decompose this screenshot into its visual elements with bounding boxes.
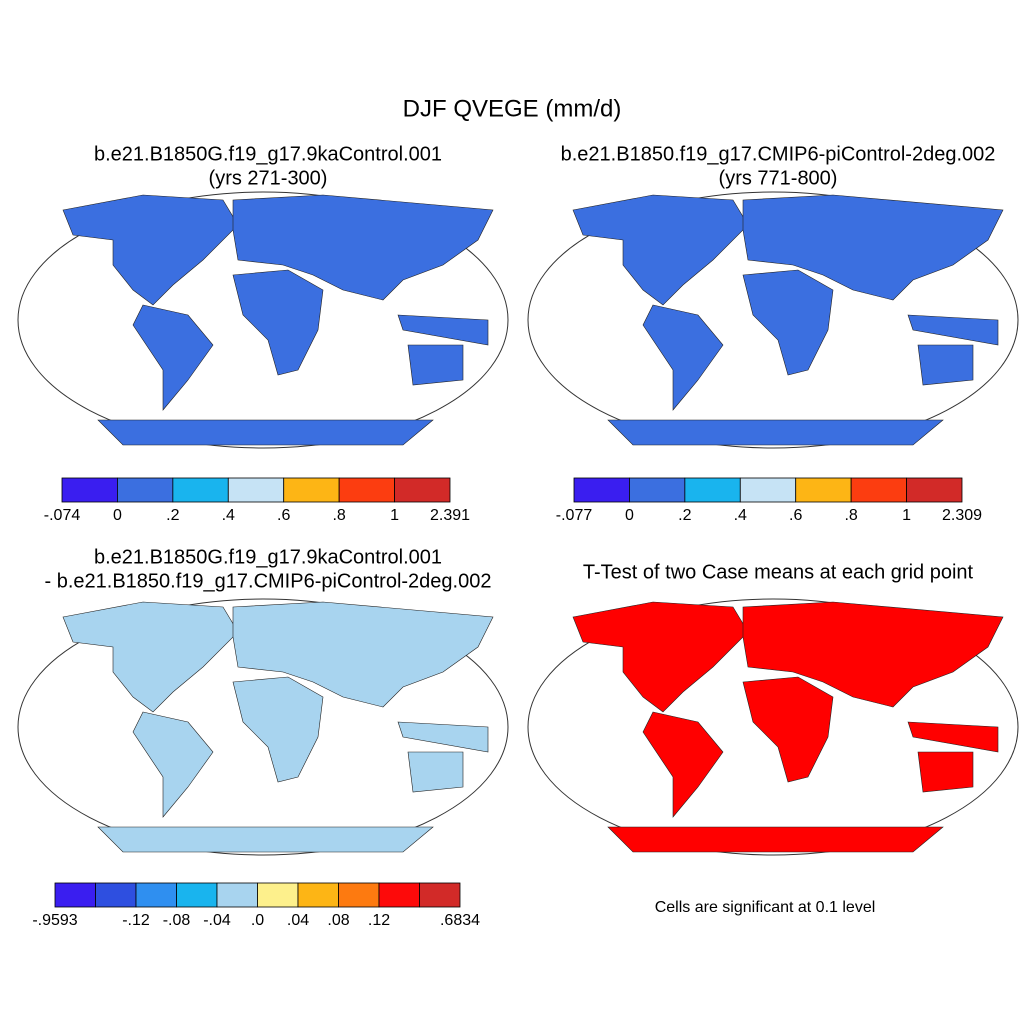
colorbar-swatch xyxy=(394,477,451,503)
colorbar-swatch xyxy=(257,882,299,908)
colorbar-swatch xyxy=(338,477,395,503)
colorbar-swatch xyxy=(283,477,340,503)
colorbar-label: 0 xyxy=(625,507,634,524)
panel-title: - b.e21.B1850.f19_g17.CMIP6-piControl-2d… xyxy=(45,570,492,592)
colorbar-swatch xyxy=(338,882,380,908)
colorbar-label: -.12 xyxy=(122,912,150,929)
colorbar-label: 2.391 xyxy=(430,507,470,524)
colorbar-swatch xyxy=(61,477,118,503)
colorbar-swatch xyxy=(135,882,177,908)
colorbar-label: 0 xyxy=(113,507,122,524)
panel-title: b.e21.B1850.f19_g17.CMIP6-piControl-2deg… xyxy=(561,143,996,165)
colorbar-swatch xyxy=(176,882,218,908)
colorbar-label: .12 xyxy=(368,912,390,929)
colorbar-swatch xyxy=(684,477,741,503)
colorbar-swatch xyxy=(419,882,461,908)
colorbar-label: -.077 xyxy=(556,507,593,524)
colorbar-label: -.04 xyxy=(203,912,231,929)
colorbar-label: .04 xyxy=(287,912,309,929)
colorbar-swatch xyxy=(172,477,229,503)
colorbar-label: 1 xyxy=(902,507,911,524)
colorbar-label: .4 xyxy=(222,507,235,524)
colorbar-label: .8 xyxy=(844,507,857,524)
panel-title: b.e21.B1850G.f19_g17.9kaControl.001 xyxy=(94,143,442,165)
figure-title: DJF QVEGE (mm/d) xyxy=(403,95,622,122)
colorbar-label: .6 xyxy=(277,507,290,524)
colorbar-label: -.074 xyxy=(44,507,81,524)
colorbar-swatch xyxy=(850,477,907,503)
colorbar-swatch xyxy=(95,882,137,908)
colorbar-label: .8 xyxy=(332,507,345,524)
panel-title: (yrs 271-300) xyxy=(209,167,328,189)
colorbar-label: 2.309 xyxy=(942,507,982,524)
colorbar-swatch xyxy=(216,882,258,908)
panel-title: T-Test of two Case means at each grid po… xyxy=(583,561,974,583)
colorbar-swatch xyxy=(573,477,630,503)
colorbar-swatch xyxy=(739,477,797,503)
colorbar-swatch xyxy=(378,882,420,908)
panel-title: b.e21.B1850G.f19_g17.9kaControl.001 xyxy=(94,546,442,568)
colorbar-swatch xyxy=(297,882,339,908)
colorbar-label: .2 xyxy=(678,507,691,524)
colorbar-label: .08 xyxy=(327,912,349,929)
colorbar-label: .2 xyxy=(166,507,179,524)
colorbar-label: .0 xyxy=(251,912,264,929)
colorbar-swatch xyxy=(117,477,174,503)
colorbar-label: .4 xyxy=(734,507,747,524)
colorbar-label: -.08 xyxy=(163,912,191,929)
colorbar-label: -.9593 xyxy=(32,912,77,929)
colorbar-swatch xyxy=(629,477,686,503)
colorbar-swatch xyxy=(795,477,852,503)
colorbar-label: .6 xyxy=(789,507,802,524)
colorbar-label: 1 xyxy=(390,507,399,524)
colorbar-swatch xyxy=(906,477,963,503)
panel-note: Cells are significant at 0.1 level xyxy=(655,899,876,916)
colorbar-label: .6834 xyxy=(440,912,480,929)
colorbar-swatch xyxy=(227,477,285,503)
panel-title: (yrs 771-800) xyxy=(719,167,838,189)
colorbar-swatch xyxy=(54,882,96,908)
